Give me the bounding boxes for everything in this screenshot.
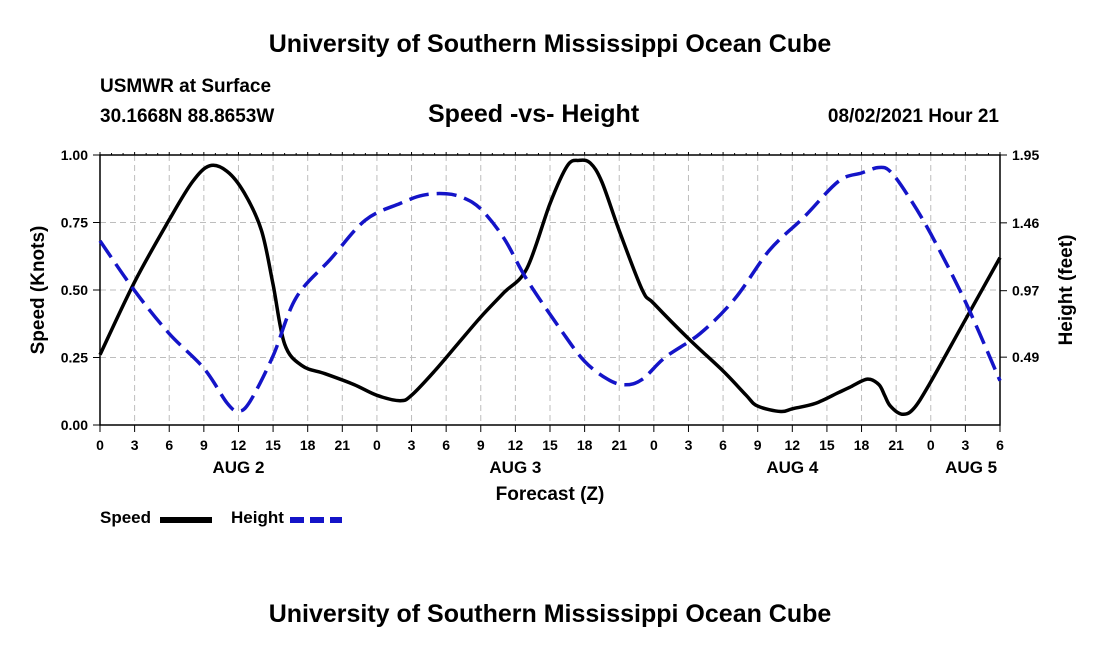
- axis-ticks: [93, 152, 1007, 432]
- y-right-tick-label: 0.97: [1012, 283, 1039, 299]
- footer-title: University of Southern Mississippi Ocean…: [268, 600, 832, 628]
- y-left-tick-label: 0.00: [61, 417, 88, 433]
- x-tick-label: 6: [165, 437, 173, 453]
- y-left-axis-title: Speed (Knots): [28, 226, 49, 355]
- x-tick-label: 12: [231, 437, 247, 453]
- x-tick-label: 0: [927, 437, 935, 453]
- x-tick-label: 21: [335, 437, 351, 453]
- date-label: AUG 5: [945, 458, 997, 477]
- x-tick-label: 0: [96, 437, 104, 453]
- x-tick-label: 9: [200, 437, 208, 453]
- station-coordinates: 30.1668N 88.8653W: [100, 106, 275, 127]
- x-tick-label: 18: [577, 437, 593, 453]
- station-name: USMWR at Surface: [100, 76, 272, 97]
- x-tick-label: 6: [719, 437, 727, 453]
- date-label: AUG 2: [212, 458, 264, 477]
- x-tick-label: 0: [373, 437, 381, 453]
- y-left-tick-label: 0.75: [61, 215, 88, 231]
- legend-height-label: Height: [231, 508, 284, 527]
- y-left-tick-label: 1.00: [61, 147, 88, 163]
- x-tick-label: 6: [996, 437, 1004, 453]
- x-tick-label: 6: [442, 437, 450, 453]
- chart-title: Speed -vs- Height: [428, 100, 640, 128]
- run-timestamp: 08/02/2021 Hour 21: [827, 106, 999, 127]
- series-line-height: [98, 165, 1002, 413]
- date-label: AUG 4: [766, 458, 819, 477]
- series-lines: [98, 158, 1002, 417]
- series-line-speed: [98, 158, 1002, 417]
- x-tick-label: 12: [508, 437, 524, 453]
- x-tick-label: 15: [265, 437, 281, 453]
- page-title: University of Southern Mississippi Ocean…: [268, 30, 832, 58]
- y-left-tick-label: 0.50: [61, 282, 88, 298]
- y-right-tick-label: 1.46: [1012, 215, 1039, 231]
- x-tick-label: 0: [650, 437, 658, 453]
- x-tick-label: 9: [477, 437, 485, 453]
- x-tick-label: 15: [819, 437, 835, 453]
- x-tick-label: 3: [408, 437, 416, 453]
- y-right-tick-label: 0.49: [1012, 349, 1039, 365]
- x-tick-label: 9: [754, 437, 762, 453]
- x-tick-label: 18: [300, 437, 316, 453]
- x-tick-label: 18: [854, 437, 870, 453]
- y-right-tick-label: 1.95: [1012, 147, 1039, 163]
- axis-labels: 0 3 6 9 12 15 18 21 0 3 6 9 12 15 18 21 0 3 6 9 12 15 18 21 0 3 6 0…: [28, 147, 1077, 505]
- date-label: AUG 3: [489, 458, 541, 477]
- x-tick-label: 12: [785, 437, 801, 453]
- x-tick-label: 3: [961, 437, 969, 453]
- chart-grid: [100, 155, 1000, 425]
- x-tick-label: 21: [611, 437, 627, 453]
- y-right-axis-title: Height (feet): [1056, 235, 1077, 346]
- x-axis-title: Forecast (Z): [496, 484, 605, 505]
- y-left-tick-label: 0.25: [61, 350, 88, 366]
- x-tick-label: 15: [542, 437, 558, 453]
- x-tick-label: 3: [131, 437, 139, 453]
- legend-speed-label: Speed: [100, 508, 152, 527]
- x-tick-label: 21: [888, 437, 904, 453]
- x-tick-label: 3: [685, 437, 693, 453]
